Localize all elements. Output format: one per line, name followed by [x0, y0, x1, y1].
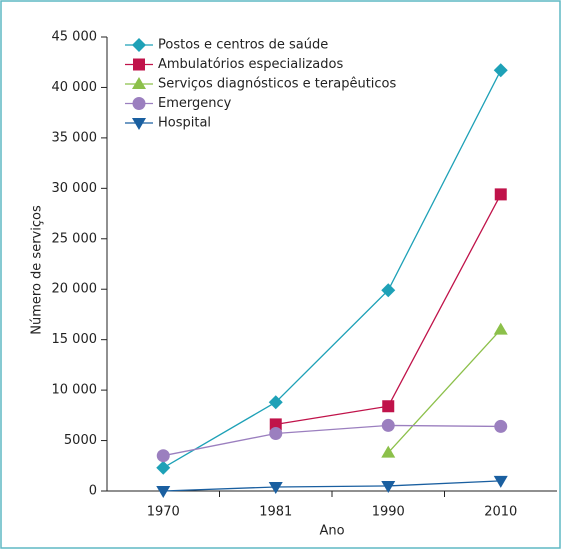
- legend-label: Emergency: [158, 96, 232, 111]
- legend-marker: [132, 77, 146, 89]
- marker: [381, 445, 396, 458]
- marker: [382, 400, 395, 413]
- y-tick-label: 30 000: [52, 181, 98, 196]
- marker: [381, 283, 396, 298]
- y-tick-label: 45 000: [52, 30, 98, 45]
- series-line: [163, 424, 501, 457]
- x-tick-label: 1990: [372, 505, 405, 520]
- marker: [494, 419, 508, 433]
- legend-label: Ambulatórios especializados: [158, 57, 343, 72]
- marker: [493, 322, 508, 335]
- series-line: [163, 480, 501, 492]
- y-tick-label: 40 000: [52, 80, 98, 95]
- y-tick-label: 35 000: [52, 130, 98, 145]
- legend-marker: [133, 58, 145, 71]
- marker: [268, 481, 283, 494]
- series-line: [162, 69, 502, 469]
- x-tick-label: 1981: [259, 505, 292, 520]
- marker: [156, 449, 170, 463]
- y-tick-label: 25 000: [52, 231, 98, 246]
- x-tick-label: 2010: [484, 505, 517, 520]
- y-tick-label: 10 000: [52, 383, 98, 398]
- marker: [268, 395, 283, 410]
- legend-marker: [132, 97, 146, 110]
- series-line: [387, 329, 502, 454]
- marker: [494, 188, 507, 201]
- legend-marker: [132, 118, 146, 130]
- y-tick-label: 15 000: [52, 332, 98, 347]
- legend-marker: [132, 38, 146, 52]
- legend-label: Serviços diagnósticos e terapêuticos: [158, 77, 397, 92]
- series-line: [275, 194, 502, 426]
- legend-label: Postos e centros de saúde: [158, 38, 328, 53]
- y-tick-label: 0: [89, 484, 97, 499]
- y-tick-label: 20 000: [52, 282, 98, 297]
- y-axis-label: Número de serviços: [30, 205, 45, 335]
- marker: [156, 486, 171, 498]
- marker: [269, 426, 283, 440]
- marker: [381, 480, 396, 493]
- marker: [156, 460, 171, 475]
- marker: [493, 475, 508, 488]
- marker: [493, 63, 508, 78]
- x-axis-label: Ano: [319, 524, 344, 539]
- y-tick-label: 5000: [64, 433, 97, 448]
- legend-label: Hospital: [158, 116, 211, 131]
- x-tick-label: 1970: [147, 505, 180, 520]
- marker: [381, 418, 395, 432]
- marker: [269, 418, 282, 431]
